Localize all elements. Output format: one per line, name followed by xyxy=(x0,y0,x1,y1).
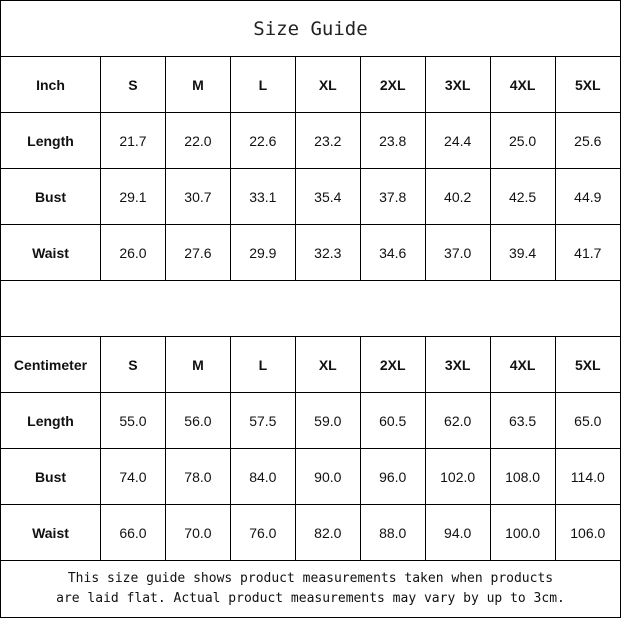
measurement-cell: 35.4 xyxy=(294,168,361,225)
table-row: Length 21.7 22.0 22.6 23.2 23.8 24.4 25.0 25.6 xyxy=(1,112,620,169)
measurement-cell: 21.7 xyxy=(100,112,166,169)
size-header: L xyxy=(229,337,296,393)
size-header: 5XL xyxy=(554,337,620,393)
measurement-cell: 102.0 xyxy=(424,448,491,505)
measurement-cell: 41.7 xyxy=(554,224,620,281)
measurement-cell: 96.0 xyxy=(359,448,426,505)
table-row: Waist 26.0 27.6 29.9 32.3 34.6 37.0 39.4 41.7 xyxy=(1,224,620,281)
table-row: Length 55.0 56.0 57.5 59.0 60.5 62.0 63.5 65.0 xyxy=(1,392,620,449)
measurement-cell: 34.6 xyxy=(359,224,426,281)
measurement-cell: 25.6 xyxy=(554,112,620,169)
measurement-cell: 37.0 xyxy=(424,224,491,281)
note-line-1: This size guide shows product measuremen… xyxy=(67,571,554,586)
size-header: M xyxy=(164,57,231,113)
size-header: XL xyxy=(294,57,361,113)
measurement-cell: 65.0 xyxy=(554,392,620,449)
measurement-cell: 25.0 xyxy=(489,112,556,169)
measurement-cell: 39.4 xyxy=(489,224,556,281)
measurement-cell: 22.6 xyxy=(229,112,296,169)
measurement-cell: 63.5 xyxy=(489,392,556,449)
row-label: Waist xyxy=(1,224,101,281)
size-header: 3XL xyxy=(424,57,491,113)
table-row: Bust 74.0 78.0 84.0 90.0 96.0 102.0 108.0 114.0 xyxy=(1,448,620,505)
size-header: 5XL xyxy=(554,57,620,113)
size-header: 3XL xyxy=(424,337,491,393)
size-header: 4XL xyxy=(489,337,556,393)
measurement-cell: 78.0 xyxy=(164,448,231,505)
measurement-cell: 42.5 xyxy=(489,168,556,225)
measurement-cell: 59.0 xyxy=(294,392,361,449)
measurement-cell: 29.9 xyxy=(229,224,296,281)
table-row: Bust 29.1 30.7 33.1 35.4 37.8 40.2 42.5 44.9 xyxy=(1,168,620,225)
unit-header: Centimeter xyxy=(1,337,101,393)
measurement-cell: 30.7 xyxy=(164,168,231,225)
measurement-cell: 24.4 xyxy=(424,112,491,169)
measurement-cell: 94.0 xyxy=(424,504,491,561)
measurement-cell: 74.0 xyxy=(100,448,166,505)
measurement-cell: 55.0 xyxy=(100,392,166,449)
measurement-cell: 60.5 xyxy=(359,392,426,449)
measurement-cell: 29.1 xyxy=(100,168,166,225)
unit-header: Inch xyxy=(1,57,101,113)
measurement-cell: 76.0 xyxy=(229,504,296,561)
measurement-cell: 23.8 xyxy=(359,112,426,169)
measurement-cell: 66.0 xyxy=(100,504,166,561)
measurement-cell: 40.2 xyxy=(424,168,491,225)
table-row: Waist 66.0 70.0 76.0 82.0 88.0 94.0 100.0 106.0 xyxy=(1,504,620,561)
size-header: 2XL xyxy=(359,57,426,113)
note-line-2: are laid flat. Actual product measuremen… xyxy=(56,591,565,606)
measurement-cell: 62.0 xyxy=(424,392,491,449)
table-spacer xyxy=(1,281,620,337)
row-label: Bust xyxy=(1,168,101,225)
size-header: XL xyxy=(294,337,361,393)
measurement-cell: 57.5 xyxy=(229,392,296,449)
measurement-cell: 70.0 xyxy=(164,504,231,561)
row-label: Length xyxy=(1,112,101,169)
inch-table: Inch S M L XL 2XL 3XL 4XL 5XL Length 21.7 22.0 22.6 2… xyxy=(1,57,620,281)
size-header: 2XL xyxy=(359,337,426,393)
header-row: Centimeter S M L XL 2XL 3XL 4XL 5XL xyxy=(1,337,620,393)
measurement-cell: 106.0 xyxy=(554,504,620,561)
row-label: Length xyxy=(1,392,101,449)
measurement-cell: 88.0 xyxy=(359,504,426,561)
size-header: S xyxy=(100,57,166,113)
measurement-cell: 22.0 xyxy=(164,112,231,169)
measurement-cell: 26.0 xyxy=(100,224,166,281)
centimeter-table: Centimeter S M L XL 2XL 3XL 4XL 5XL Length 55.0 56.… xyxy=(1,337,620,561)
row-label: Bust xyxy=(1,448,101,505)
row-label: Waist xyxy=(1,504,101,561)
measurement-cell: 37.8 xyxy=(359,168,426,225)
size-note: This size guide shows product measuremen… xyxy=(1,561,620,617)
size-header: L xyxy=(229,57,296,113)
measurement-cell: 108.0 xyxy=(489,448,556,505)
measurement-cell: 23.2 xyxy=(294,112,361,169)
measurement-cell: 33.1 xyxy=(229,168,296,225)
measurement-cell: 32.3 xyxy=(294,224,361,281)
page-title: Size Guide xyxy=(1,1,620,57)
measurement-cell: 90.0 xyxy=(294,448,361,505)
measurement-cell: 84.0 xyxy=(229,448,296,505)
measurement-cell: 44.9 xyxy=(554,168,620,225)
measurement-cell: 114.0 xyxy=(554,448,620,505)
size-header: 4XL xyxy=(489,57,556,113)
measurement-cell: 82.0 xyxy=(294,504,361,561)
measurement-cell: 56.0 xyxy=(164,392,231,449)
measurement-cell: 27.6 xyxy=(164,224,231,281)
size-header: M xyxy=(164,337,231,393)
header-row: Inch S M L XL 2XL 3XL 4XL 5XL xyxy=(1,57,620,113)
measurement-cell: 100.0 xyxy=(489,504,556,561)
size-header: S xyxy=(100,337,166,393)
